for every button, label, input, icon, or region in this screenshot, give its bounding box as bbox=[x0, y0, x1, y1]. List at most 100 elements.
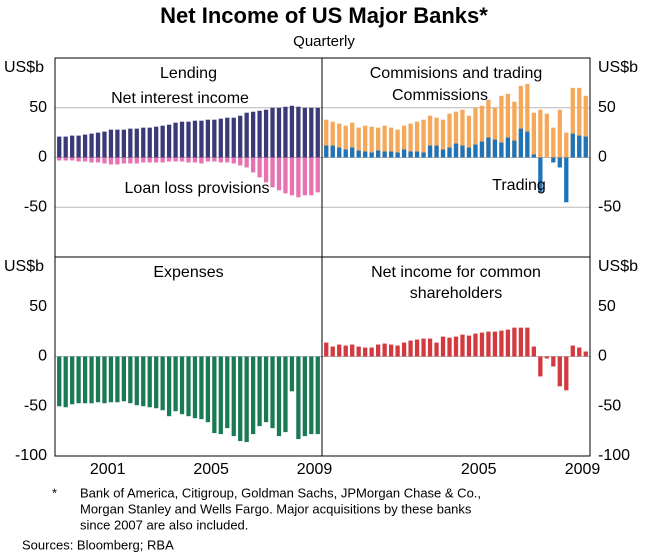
bar bbox=[512, 140, 517, 158]
bar bbox=[453, 143, 459, 158]
bar bbox=[414, 339, 420, 357]
bar bbox=[376, 127, 381, 158]
bar bbox=[479, 332, 485, 357]
bar bbox=[115, 129, 120, 158]
bar bbox=[356, 127, 361, 158]
bar bbox=[231, 117, 236, 158]
y-tick-label: 50 bbox=[29, 298, 47, 315]
bar bbox=[173, 157, 178, 162]
bar bbox=[102, 131, 107, 158]
bar bbox=[154, 157, 159, 163]
bar bbox=[257, 356, 262, 427]
bar bbox=[447, 147, 452, 158]
bar bbox=[296, 356, 301, 440]
bar bbox=[408, 151, 413, 158]
bar bbox=[263, 157, 269, 183]
bar bbox=[225, 157, 230, 163]
bar bbox=[570, 133, 575, 158]
bar bbox=[141, 356, 146, 407]
bar bbox=[63, 136, 68, 158]
bar bbox=[199, 120, 204, 158]
bar bbox=[453, 336, 459, 357]
bar bbox=[276, 107, 282, 158]
y-axis-label: US$b bbox=[598, 258, 638, 275]
bar bbox=[583, 136, 588, 158]
bar bbox=[466, 147, 472, 158]
bar bbox=[525, 327, 530, 357]
bar bbox=[160, 356, 165, 411]
bar bbox=[434, 342, 439, 357]
bar bbox=[473, 144, 478, 158]
bar bbox=[337, 344, 342, 357]
bar bbox=[577, 87, 582, 158]
bar bbox=[225, 356, 230, 429]
bar bbox=[212, 356, 217, 434]
bar bbox=[577, 135, 582, 158]
bar bbox=[128, 157, 133, 164]
bar bbox=[192, 157, 198, 163]
y-tick-label: -50 bbox=[598, 198, 621, 215]
bar bbox=[401, 125, 407, 158]
bar bbox=[147, 127, 152, 158]
bar bbox=[141, 157, 146, 163]
bar bbox=[309, 157, 314, 196]
bar bbox=[108, 129, 114, 158]
series-label: Trading bbox=[492, 177, 546, 194]
bar bbox=[538, 109, 543, 158]
bar bbox=[121, 129, 126, 158]
bar bbox=[205, 356, 211, 423]
bar bbox=[57, 157, 62, 161]
bar bbox=[283, 356, 288, 433]
panel-title: Expenses bbox=[153, 264, 223, 281]
panel-title: Commisions and trading bbox=[370, 65, 543, 82]
bar bbox=[525, 83, 530, 158]
footnote-line: Morgan Stanley and Wells Fargo. Major ac… bbox=[80, 501, 472, 516]
bar bbox=[166, 356, 172, 417]
bar bbox=[225, 117, 230, 158]
bar bbox=[238, 157, 243, 166]
bar bbox=[147, 356, 152, 408]
x-tick-label: 2005 bbox=[193, 461, 229, 478]
bar bbox=[512, 101, 517, 158]
bar bbox=[356, 150, 361, 158]
bar bbox=[82, 134, 88, 158]
bar bbox=[63, 356, 68, 408]
bar bbox=[466, 335, 472, 357]
bar bbox=[309, 107, 314, 158]
chart-subtitle: Quarterly bbox=[293, 33, 355, 50]
bar bbox=[283, 157, 288, 194]
bar bbox=[276, 157, 282, 191]
bar bbox=[302, 356, 307, 437]
y-tick-label: 0 bbox=[598, 348, 607, 365]
bar bbox=[218, 157, 223, 163]
series-label: Loan loss provisions bbox=[125, 180, 270, 197]
bar bbox=[486, 99, 491, 158]
bar bbox=[499, 330, 504, 357]
bar bbox=[302, 157, 307, 196]
bar bbox=[382, 343, 387, 357]
footnote-line: Bank of America, Citigroup, Goldman Sach… bbox=[80, 485, 481, 500]
bar bbox=[551, 356, 556, 367]
y-tick-label: -50 bbox=[24, 397, 47, 414]
bar bbox=[70, 356, 75, 405]
bar bbox=[538, 157, 543, 193]
bar bbox=[63, 157, 68, 161]
bar bbox=[486, 331, 491, 357]
bar bbox=[583, 351, 588, 357]
bar bbox=[434, 145, 439, 158]
bar bbox=[154, 126, 159, 158]
y-tick-label: 0 bbox=[38, 149, 47, 166]
bar bbox=[363, 125, 368, 158]
bar bbox=[199, 356, 204, 420]
bar bbox=[270, 356, 275, 429]
bar bbox=[134, 128, 139, 158]
x-tick-label: 2009 bbox=[297, 461, 333, 478]
bar bbox=[453, 111, 459, 158]
bar bbox=[330, 145, 335, 158]
bar bbox=[251, 157, 256, 173]
bar bbox=[505, 329, 511, 357]
bar bbox=[557, 157, 562, 168]
bar bbox=[395, 345, 400, 357]
bar bbox=[421, 152, 426, 158]
